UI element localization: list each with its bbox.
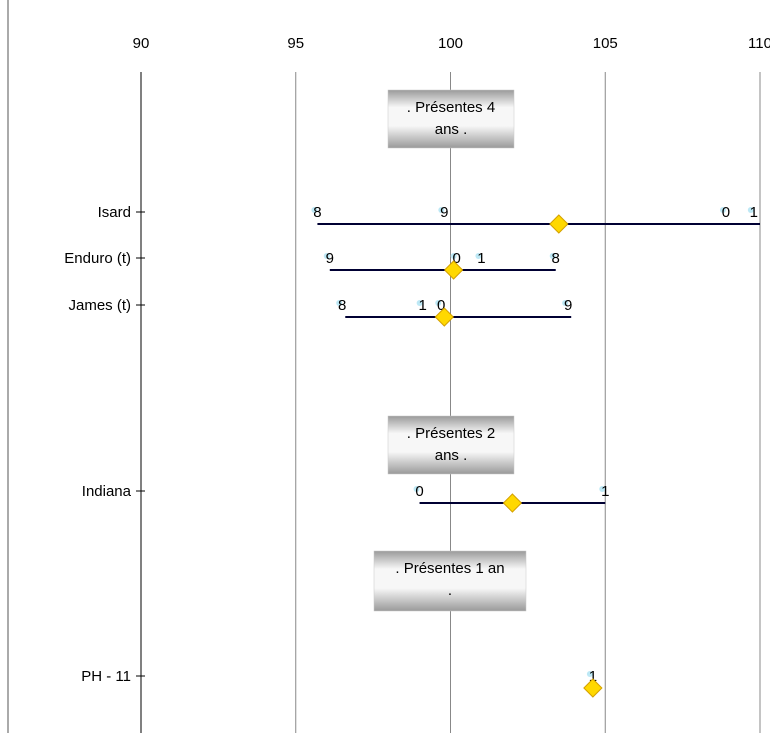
mean-diamond [549,214,569,234]
section-label-line1: . Présentes 4 [407,99,495,116]
mean-diamond [443,260,464,280]
point-label: 1 [750,204,758,221]
section-box [373,550,527,612]
point-marker [323,253,330,259]
point-label: 0 [415,483,423,500]
section-label-line1: . Présentes 2 [407,425,495,442]
section-label-line2: ans . [435,121,468,138]
point-label: 9 [440,204,448,221]
point-marker [435,300,442,306]
point-label: 8 [338,297,346,314]
point-marker [586,671,593,677]
point-marker [599,486,606,492]
point-marker [416,300,423,306]
point-label: 1 [418,297,426,314]
variety-label: Enduro (t) [64,250,131,267]
section-label-line1: . Présentes 1 an [395,560,504,577]
point-label: 1 [601,483,609,500]
point-label: 0 [453,250,461,267]
point-label: 9 [326,250,334,267]
variety-label: Indiana [82,483,132,500]
point-marker [336,300,343,306]
point-marker [311,207,318,213]
grid-layer [295,72,761,733]
x-tick-label: 100 [438,35,463,52]
variety-row: Indiana 0 1 [82,483,609,513]
variety-label: PH - 11 [81,668,131,685]
point-marker [549,253,556,259]
x-tick-label: 95 [287,35,304,52]
section-label-line2: ans . [435,447,468,464]
point-label: 9 [564,297,572,314]
point-label: 0 [437,297,445,314]
x-tick-label: 110 [748,35,770,52]
point-marker [475,253,482,259]
point-label: 8 [552,250,560,267]
point-label: 1 [477,250,485,267]
x-axis: 90 95 100 105 110 [7,0,770,733]
x-tick-label: 90 [133,35,150,52]
variety-row: James (t) 8 1 0 9 [68,297,572,327]
mean-diamond [583,678,603,698]
section-box [387,415,515,475]
point-marker [747,207,754,213]
section-label: . Présentes 4 ans . [387,89,515,149]
point-label: 0 [722,204,730,221]
point-marker [438,207,445,213]
section-box [387,89,515,149]
variety-row: Isard 8 9 0 1 [98,204,760,234]
variety-row: Enduro (t) 9 0 1 8 [64,250,560,280]
section-label-line2: . [448,582,452,599]
mean-diamond [434,307,455,327]
variety-label: James (t) [68,297,131,314]
section-label: . Présentes 1 an. [373,550,527,612]
point-marker [413,486,420,492]
variety-label: Isard [98,204,131,221]
point-marker [719,207,726,213]
variety-row: PH - 11 1 [81,668,603,698]
mean-diamond [502,493,523,513]
section-label: . Présentes 2 ans . [387,415,515,475]
point-marker [450,253,457,259]
point-marker [562,300,569,306]
point-label: 1 [589,668,597,685]
point-label: 8 [313,204,321,221]
x-tick-label: 105 [593,35,618,52]
